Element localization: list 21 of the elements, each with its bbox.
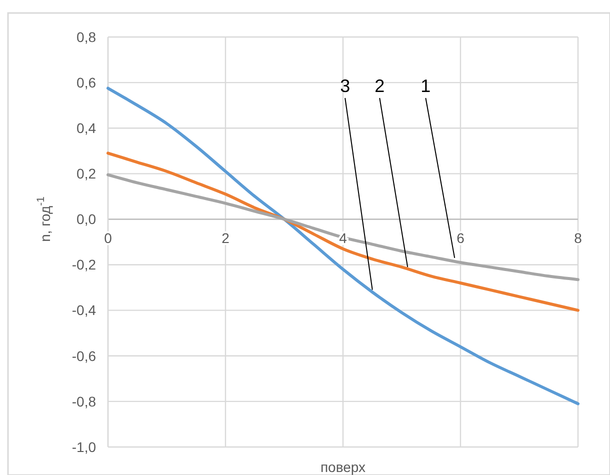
y-tick-label: -0,2 [72,256,96,273]
x-tick-label: 0 [104,230,112,246]
y-tick-label: -0,8 [72,393,96,410]
annotation: 1 [420,76,431,96]
y-tick-label: -1,0 [72,438,96,455]
y-tick-label: 0,0 [76,211,96,228]
y-tick-label: -0,6 [72,348,96,364]
x-tick-label: 4 [339,230,348,246]
x-axis-title: поверх [320,459,366,475]
y-tick-label: 0,2 [76,166,96,182]
x-tick-label: 8 [574,230,582,246]
y-tick-label: 0,6 [76,74,96,90]
x-tick-label: 2 [222,230,230,246]
y-tick-label: 0,8 [76,28,96,45]
annotation: 2 [374,76,385,96]
line-series [106,173,580,282]
y-tick-label: -0,4 [72,302,96,318]
y-tick-label: 0,4 [76,120,96,136]
line-series [106,152,580,312]
annotation: 3 [340,76,350,96]
x-tick-label: 6 [456,230,465,246]
